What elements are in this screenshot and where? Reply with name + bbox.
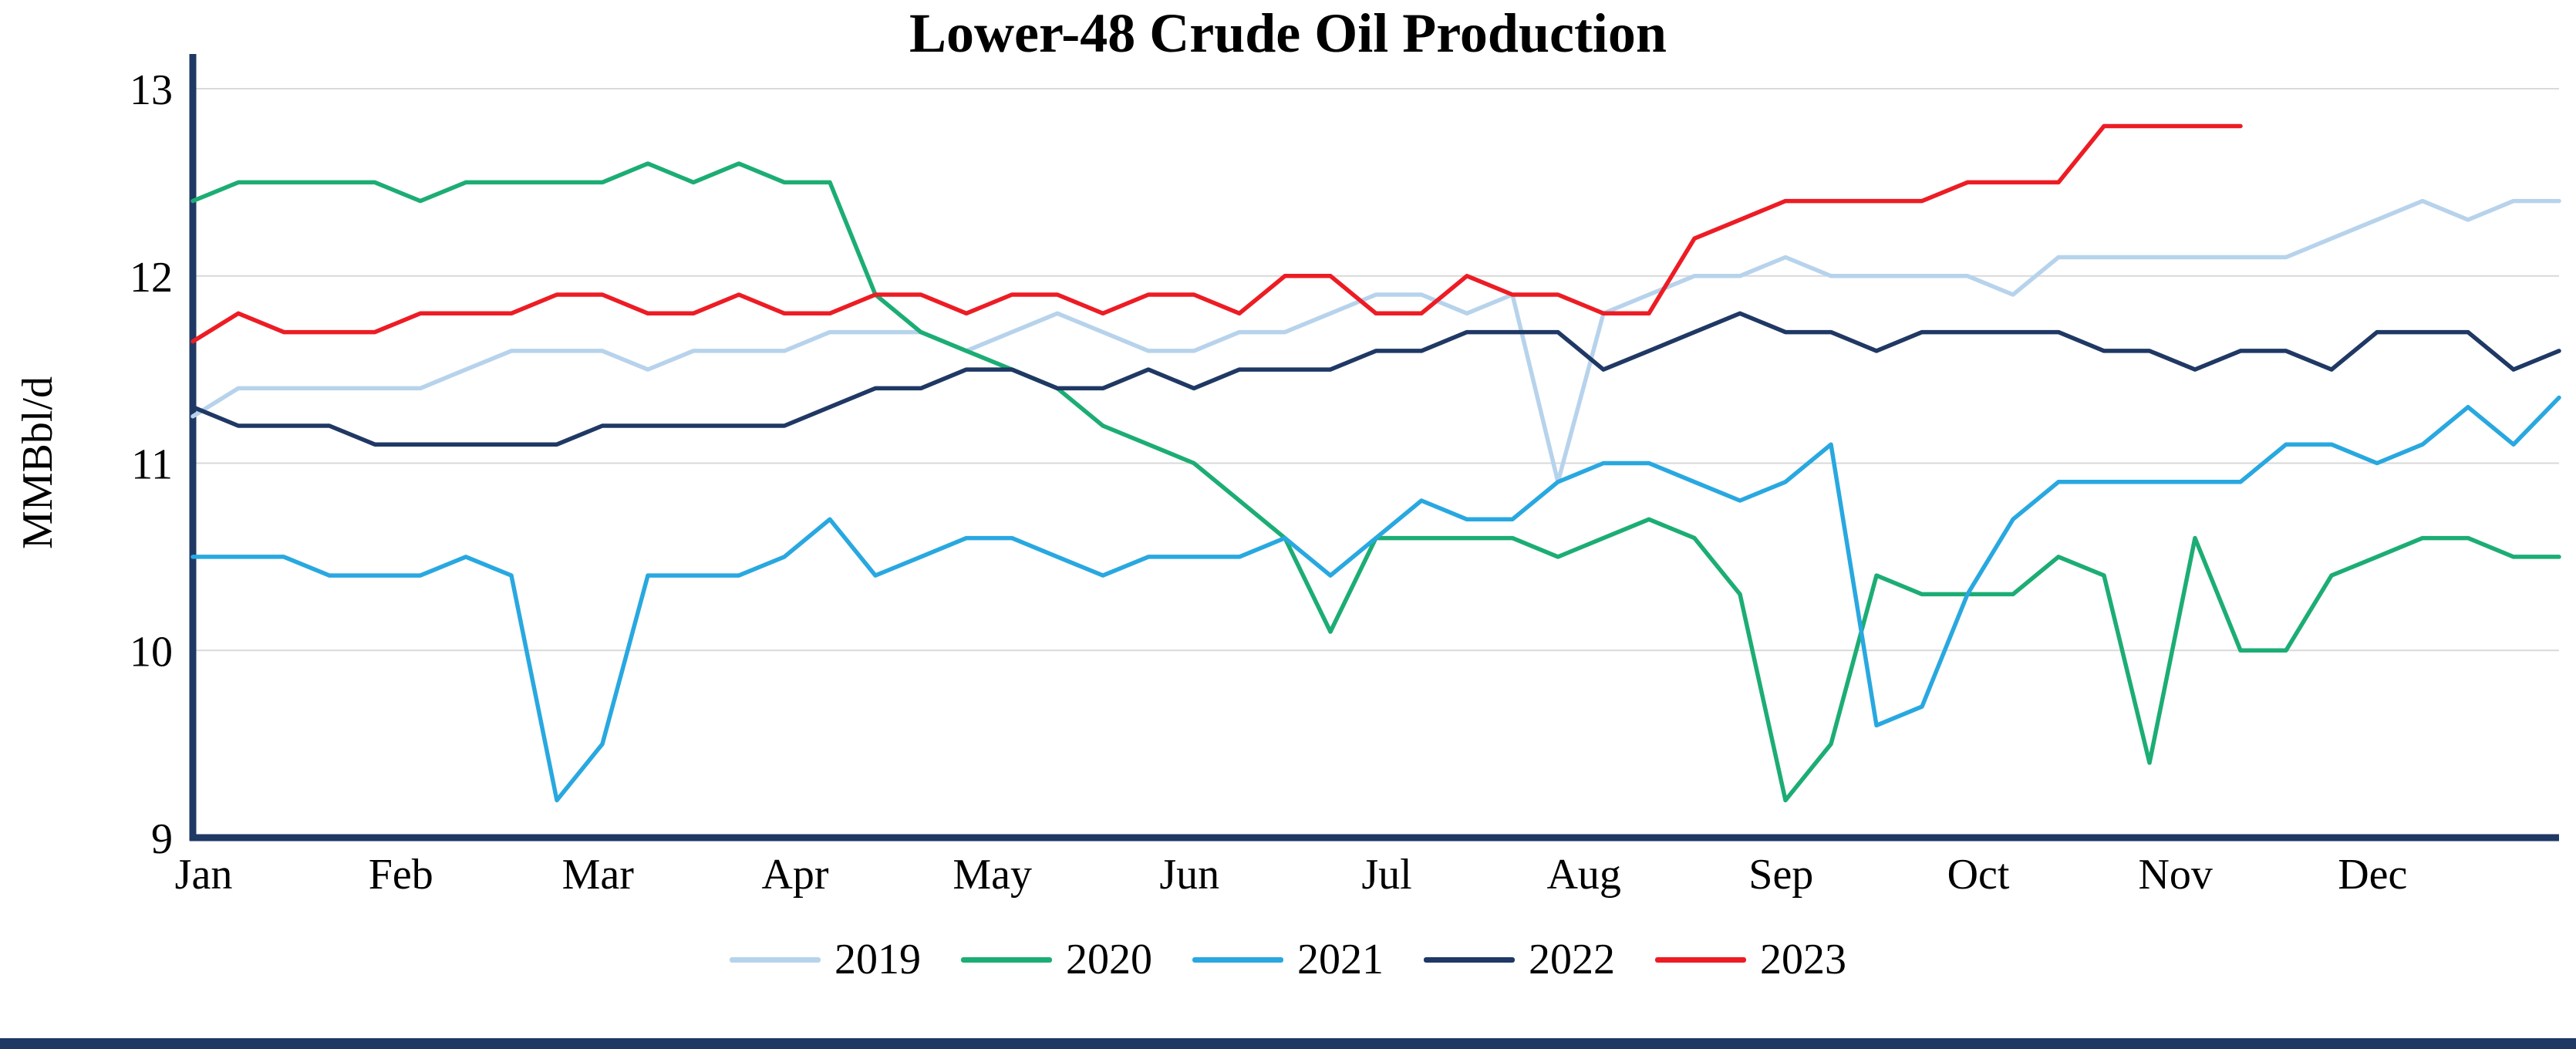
x-tick-label-jan: Jan bbox=[175, 851, 233, 899]
x-tick-label-oct: Oct bbox=[1947, 851, 2010, 899]
bottom-accent-bar bbox=[0, 1038, 2576, 1049]
y-tick-label-10: 10 bbox=[130, 628, 173, 676]
y-tick-label-9: 9 bbox=[151, 815, 173, 863]
x-tick-label-aug: Aug bbox=[1546, 851, 1620, 899]
series-line-2022 bbox=[191, 311, 2561, 447]
y-tick-label-13: 13 bbox=[130, 66, 173, 114]
x-tick-label-may: May bbox=[953, 851, 1032, 899]
legend-label-2020: 2020 bbox=[1066, 936, 1152, 983]
legend-item-2019: 2019 bbox=[730, 935, 921, 984]
x-tick-label-dec: Dec bbox=[2338, 851, 2407, 899]
legend-label-2021: 2021 bbox=[1297, 936, 1384, 983]
series-line-2023 bbox=[191, 123, 2243, 344]
legend-label-2022: 2022 bbox=[1529, 936, 1615, 983]
legend-item-2023: 2023 bbox=[1655, 935, 1846, 984]
x-tick-label-sep: Sep bbox=[1748, 851, 1813, 899]
legend-label-2019: 2019 bbox=[835, 936, 921, 983]
chart-legend: 2019 2020 2021 2022 2023 bbox=[0, 935, 2576, 984]
y-tick-label-12: 12 bbox=[130, 254, 173, 302]
series-line-2021 bbox=[191, 395, 2561, 803]
legend-swatch-2020 bbox=[961, 956, 1052, 963]
x-tick-label-jul: Jul bbox=[1361, 851, 1411, 899]
legend-swatch-2021 bbox=[1192, 956, 1283, 963]
series-line-2019 bbox=[191, 198, 2561, 484]
legend-swatch-2022 bbox=[1424, 956, 1515, 963]
legend-label-2023: 2023 bbox=[1760, 936, 1846, 983]
y-tick-label-11: 11 bbox=[131, 441, 173, 489]
x-tick-label-mar: Mar bbox=[562, 851, 635, 899]
x-tick-label-nov: Nov bbox=[2138, 851, 2212, 899]
chart-title: Lower-48 Crude Oil Production bbox=[909, 2, 1667, 64]
legend-item-2021: 2021 bbox=[1192, 935, 1384, 984]
x-tick-label-feb: Feb bbox=[369, 851, 433, 899]
legend-item-2020: 2020 bbox=[961, 935, 1152, 984]
legend-swatch-2019 bbox=[730, 956, 821, 963]
x-tick-label-apr: Apr bbox=[761, 851, 828, 899]
x-tick-label-jun: Jun bbox=[1159, 851, 1219, 899]
legend-item-2022: 2022 bbox=[1424, 935, 1615, 984]
legend-swatch-2023 bbox=[1655, 956, 1746, 963]
